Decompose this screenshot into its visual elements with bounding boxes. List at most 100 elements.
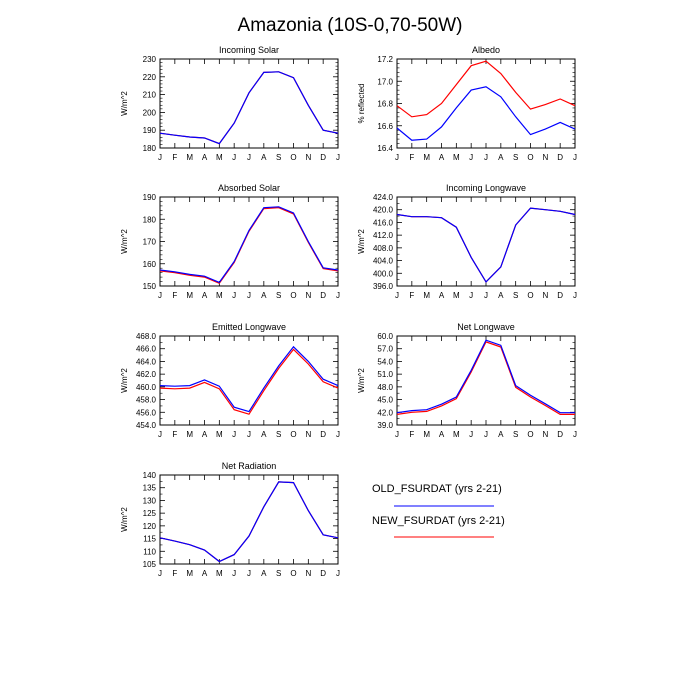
x-tick-label: A [261, 569, 267, 578]
y-tick-label: 140 [143, 471, 157, 480]
y-tick-label: 400.0 [373, 269, 394, 278]
x-tick-label: A [439, 430, 445, 439]
series-line-old [159, 206, 339, 284]
x-tick-label: O [527, 153, 533, 162]
y-tick-label: 460.0 [136, 383, 157, 392]
x-tick-label: N [305, 430, 311, 439]
x-tick-label: D [557, 291, 563, 300]
x-tick-label: F [172, 291, 177, 300]
series-line-new [159, 207, 339, 285]
x-tick-label: D [320, 430, 326, 439]
y-tick-label: 454.0 [136, 421, 157, 430]
y-tick-label: 120 [143, 522, 157, 531]
x-tick-label: J [336, 569, 340, 578]
x-tick-label: N [305, 153, 311, 162]
x-tick-label: M [216, 291, 223, 300]
x-tick-label: S [513, 153, 518, 162]
series-line-old [159, 345, 339, 413]
y-tick-label: 48.0 [377, 383, 393, 392]
x-tick-label: N [305, 291, 311, 300]
y-tick-label: 16.8 [377, 100, 393, 109]
y-tick-label: 125 [143, 509, 157, 518]
series-line-old [159, 71, 339, 145]
plot-frame [159, 474, 339, 565]
panel-4: Incoming Longwave 396.0 400.0 404.0 408.0 412… [357, 183, 577, 300]
x-tick-label: J [232, 569, 236, 578]
figure-title: Amazonia (10S-0,70-50W) [238, 15, 463, 36]
x-tick-label: J [336, 291, 340, 300]
y-tick-label: 458.0 [136, 396, 157, 405]
x-tick-label: S [276, 569, 281, 578]
x-tick-label: N [305, 569, 311, 578]
x-tick-label: A [202, 153, 208, 162]
y-tick-label: 110 [143, 547, 156, 556]
x-tick-label: M [216, 569, 223, 578]
panel-title: Net Radiation [222, 461, 277, 471]
x-tick-label: J [484, 430, 488, 439]
y-tick-label: 57.0 [377, 345, 393, 354]
x-tick-label: A [261, 430, 267, 439]
plot-frame [159, 58, 339, 149]
x-tick-label: J [232, 430, 236, 439]
x-tick-label: A [498, 430, 504, 439]
x-tick-label: J [336, 153, 340, 162]
x-tick-label: O [527, 291, 533, 300]
x-tick-label: A [498, 291, 504, 300]
series-line-old [396, 339, 575, 414]
y-tick-label: 60.0 [377, 332, 393, 341]
panel-6: Net Longwave 39.0 42.0 45.0 48.0 51.0 54.0 57.0… [357, 322, 577, 439]
x-tick-label: F [172, 153, 177, 162]
panel-title: Albedo [472, 45, 500, 55]
y-tick-label: 115 [143, 535, 156, 544]
x-tick-label: M [186, 153, 193, 162]
x-tick-label: J [158, 569, 162, 578]
y-tick-label: 17.2 [377, 55, 393, 64]
y-tick-label: 160 [143, 260, 157, 269]
x-tick-label: J [469, 153, 473, 162]
x-tick-label: S [513, 291, 518, 300]
y-tick-label: 462.0 [136, 370, 157, 379]
x-tick-label: J [158, 153, 162, 162]
plot-frame [159, 196, 339, 287]
x-tick-label: O [290, 291, 296, 300]
y-tick-label: 130 [143, 496, 157, 505]
x-tick-label: J [336, 430, 340, 439]
x-tick-label: J [247, 430, 251, 439]
y-tick-label: 220 [143, 73, 157, 82]
series-line-new [396, 60, 576, 118]
y-axis-label: W/m^2 [120, 91, 129, 116]
x-tick-label: J [395, 430, 399, 439]
legend-label-new: NEW_FSURDAT (yrs 2-21) [372, 515, 505, 527]
y-tick-label: 466.0 [136, 345, 157, 354]
y-tick-label: 200 [143, 108, 157, 117]
x-tick-label: J [469, 291, 473, 300]
panel-title: Absorbed Solar [218, 183, 280, 193]
x-tick-label: J [395, 291, 399, 300]
legend-label-old: OLD_FSURDAT (yrs 2-21) [372, 483, 502, 495]
y-tick-label: 408.0 [373, 244, 394, 253]
y-tick-label: 17.0 [377, 77, 393, 86]
x-tick-label: D [320, 291, 326, 300]
x-tick-label: J [232, 291, 236, 300]
y-tick-label: 190 [143, 126, 157, 135]
x-tick-label: O [290, 569, 296, 578]
y-tick-label: 412.0 [373, 231, 394, 240]
y-axis-label: W/m^2 [357, 229, 366, 254]
x-tick-label: S [276, 291, 281, 300]
y-tick-label: 180 [143, 144, 157, 153]
x-tick-label: O [527, 430, 533, 439]
x-tick-label: N [542, 153, 548, 162]
y-tick-label: 468.0 [136, 332, 157, 341]
y-tick-label: 135 [143, 484, 157, 493]
x-tick-label: A [261, 153, 267, 162]
x-tick-label: J [573, 291, 577, 300]
x-tick-label: O [290, 430, 296, 439]
y-tick-label: 420.0 [373, 206, 394, 215]
y-axis-label: W/m^2 [120, 229, 129, 254]
y-tick-label: 180 [143, 215, 157, 224]
x-tick-label: F [409, 291, 414, 300]
